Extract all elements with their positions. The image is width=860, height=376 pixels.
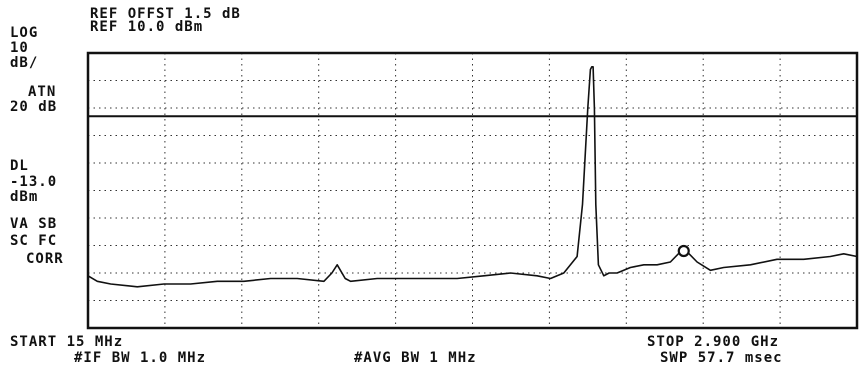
plot-frame — [86, 51, 859, 330]
marker-point — [677, 244, 690, 258]
stop-frequency: STOP 2.900 GHz — [647, 334, 780, 350]
scale-value-label: 10 — [10, 40, 29, 56]
mode-sc-fc: SC FC — [10, 233, 58, 249]
scale-unit-label: dB/ — [10, 55, 39, 71]
if-bandwidth: #IF BW 1.0 MHz — [74, 350, 207, 366]
mode-corr: CORR — [26, 251, 64, 267]
display-line-value: -13.0 — [10, 174, 58, 190]
series-trace — [87, 66, 858, 288]
scale-type-label: LOG — [10, 25, 39, 41]
attenuation-label: ATN — [28, 84, 57, 100]
graticule — [88, 53, 857, 328]
avg-bandwidth: #AVG BW 1 MHz — [354, 350, 477, 366]
display-line-unit: dBm — [10, 189, 39, 205]
sweep-time: SWP 57.7 msec — [660, 350, 783, 366]
display-line-title: DL — [10, 158, 29, 174]
attenuation-value: 20 dB — [10, 99, 58, 115]
mode-va-sb: VA SB — [10, 216, 58, 232]
ref-offset-label: REF OFFST 1.5 dB — [90, 6, 241, 22]
ref-level-label: REF 10.0 dBm — [90, 19, 204, 35]
start-frequency: START 15 MHz — [10, 334, 124, 350]
